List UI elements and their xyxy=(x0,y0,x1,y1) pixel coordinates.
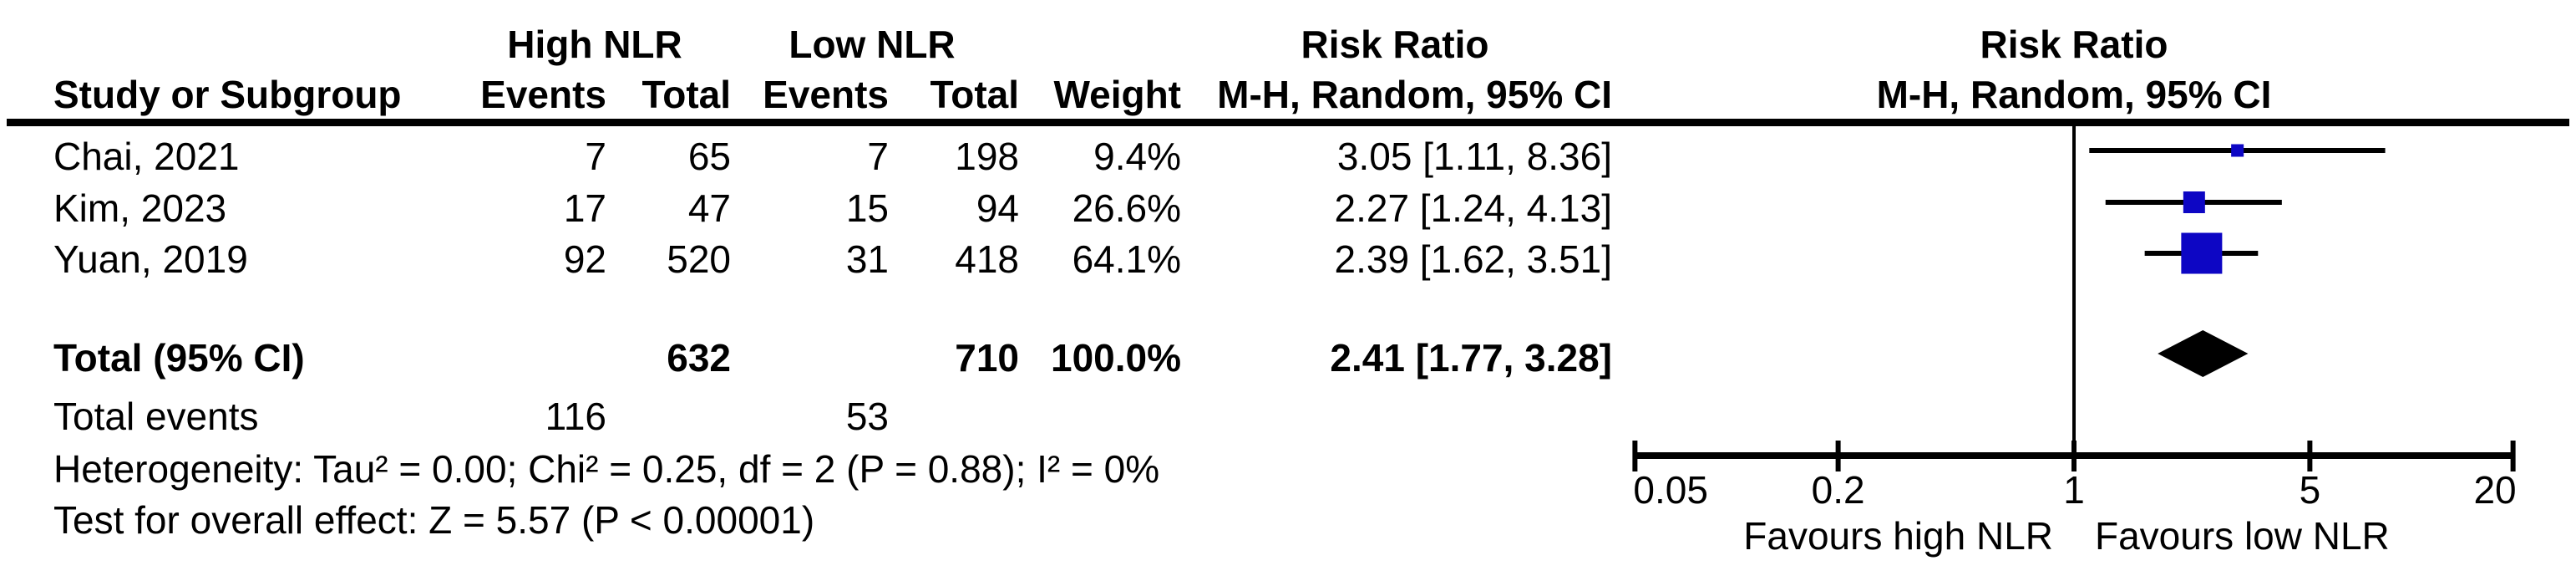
risk-ratio-ci: 3.05 [1.11, 8.36] xyxy=(1336,135,1612,178)
effect-column-title: Risk Ratio xyxy=(1301,23,1489,66)
effect-square xyxy=(2231,144,2244,157)
x-tick-label: 0.05 xyxy=(1633,468,1708,512)
plot-column-subtitle: M-H, Random, 95% CI xyxy=(1876,73,2272,116)
study-label: Yuan, 2019 xyxy=(53,237,248,281)
events-low: 15 xyxy=(845,186,889,230)
x-tick-label: 1 xyxy=(2063,468,2085,512)
total-events-high: 116 xyxy=(545,395,606,438)
header-study: Study or Subgroup xyxy=(53,73,402,116)
weight-value: 26.6% xyxy=(1072,186,1181,230)
heterogeneity-stats: Heterogeneity: Tau² = 0.00; Chi² = 0.25,… xyxy=(53,447,1160,491)
study-label: Kim, 2023 xyxy=(53,186,227,230)
x-tick-label: 5 xyxy=(2300,468,2321,512)
total-events-label: Total events xyxy=(53,395,259,438)
x-tick-label: 0.2 xyxy=(1812,468,1865,512)
events-low: 7 xyxy=(867,135,889,178)
total-low: 418 xyxy=(955,237,1019,281)
total-row-label: Total (95% CI) xyxy=(53,336,305,380)
plot-column-title: Risk Ratio xyxy=(1980,23,2168,66)
favours-left-label: Favours high NLR xyxy=(1743,514,2053,558)
weight-value: 64.1% xyxy=(1072,237,1181,281)
total-high: 47 xyxy=(687,186,731,230)
effect-square xyxy=(2181,232,2223,274)
total-high: 65 xyxy=(687,135,731,178)
header-events-low: Events xyxy=(763,73,889,116)
favours-right-label: Favours low NLR xyxy=(2095,514,2390,558)
header-total-low: Total xyxy=(930,73,1019,116)
weight-value: 9.4% xyxy=(1093,135,1181,178)
x-tick-label: 20 xyxy=(2473,468,2516,512)
total-events-low: 53 xyxy=(845,395,889,438)
overall-effect-stats: Test for overall effect: Z = 5.57 (P < 0… xyxy=(53,498,815,542)
total-high-sum: 632 xyxy=(667,336,731,380)
risk-ratio-ci: 2.27 [1.24, 4.13] xyxy=(1334,186,1613,230)
total-high: 520 xyxy=(667,237,731,281)
header-total-high: Total xyxy=(641,73,731,116)
effect-square xyxy=(2183,191,2205,213)
header-events-high: Events xyxy=(480,73,606,116)
group-header-low-nlr: Low NLR xyxy=(789,23,956,66)
pooled-risk-ratio-ci: 2.41 [1.77, 3.28] xyxy=(1330,336,1612,380)
risk-ratio-ci: 2.39 [1.62, 3.51] xyxy=(1334,237,1613,281)
study-label: Chai, 2021 xyxy=(53,135,240,178)
total-low-sum: 710 xyxy=(955,336,1019,380)
events-low: 31 xyxy=(845,237,889,281)
header-divider-line xyxy=(7,119,2569,126)
events-high: 17 xyxy=(563,186,606,230)
effect-column-subtitle: M-H, Random, 95% CI xyxy=(1217,73,1612,116)
events-high: 92 xyxy=(563,237,606,281)
events-high: 7 xyxy=(585,135,606,178)
group-header-high-nlr: High NLR xyxy=(507,23,682,66)
total-low: 94 xyxy=(976,186,1019,230)
total-weight: 100.0% xyxy=(1050,336,1181,380)
header-weight: Weight xyxy=(1053,73,1181,116)
pooled-diamond xyxy=(2158,330,2249,377)
total-low: 198 xyxy=(955,135,1019,178)
